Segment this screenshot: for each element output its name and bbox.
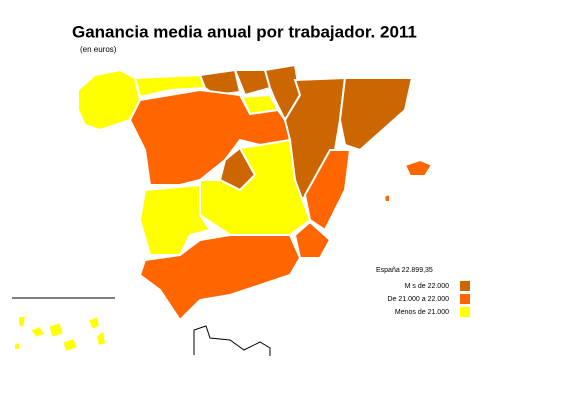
region [46,320,66,340]
region [138,234,302,322]
legend-label: Menos de 21.000 [395,309,449,316]
region [13,340,21,351]
region [60,336,80,354]
region [403,158,434,177]
region [382,192,391,203]
legend-label: M s de 22.000 [405,283,449,290]
subtitle: (en euros) [80,45,117,54]
region [133,73,207,99]
regions [13,63,434,354]
region [128,88,292,186]
title: Ganancia media anual por trabajador. 201… [72,22,417,41]
legend: España 22.899,35 M s de 22.000 De 21.000 … [376,267,470,317]
region [94,328,108,348]
region [303,149,352,232]
legend-swatch [460,294,470,304]
legend-label: De 21.000 a 22.000 [388,296,450,303]
region [28,324,47,340]
region [17,315,28,330]
legend-swatch [460,281,470,291]
region [338,77,414,152]
legend-swatch [460,307,470,317]
frame-line [193,325,271,356]
region [138,183,212,256]
region [86,314,102,332]
legend-total: España 22.899,35 [376,267,433,274]
